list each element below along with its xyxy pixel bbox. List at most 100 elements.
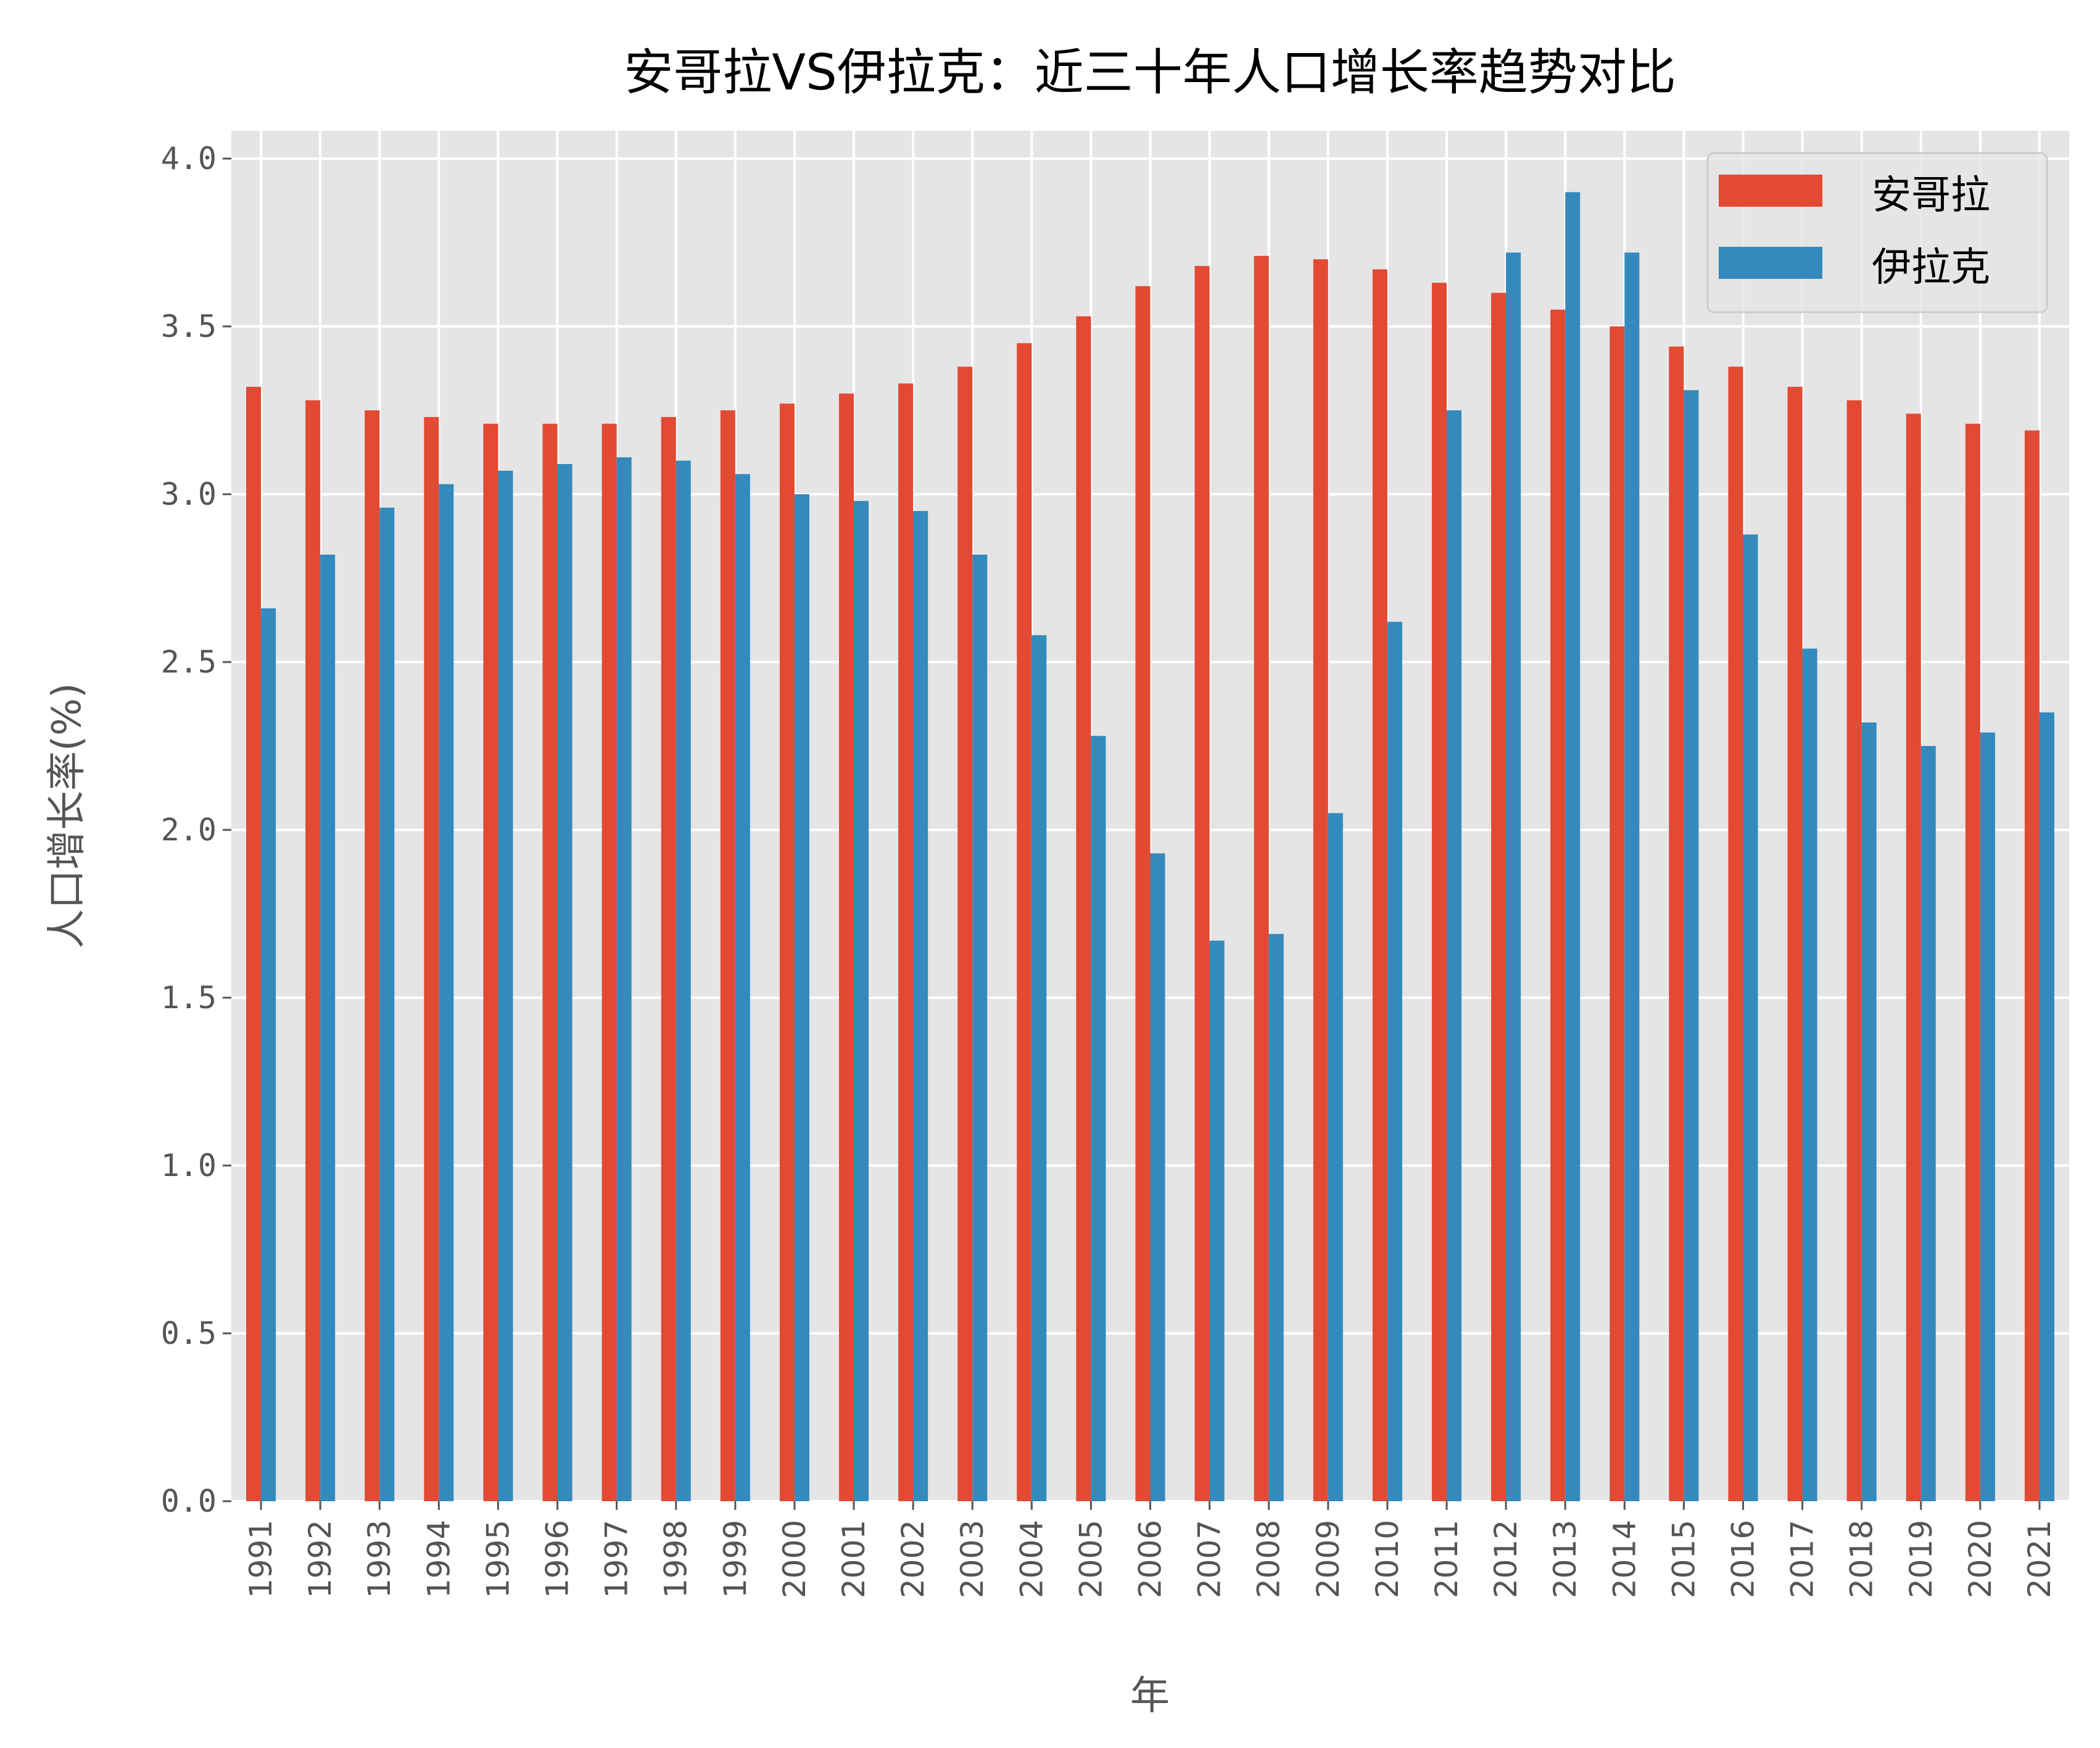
x-tick-label: 2003 [954,1520,990,1598]
bar-iraq-2012 [1506,252,1521,1501]
x-tick-label: 2006 [1133,1520,1168,1598]
x-tick-label: 2002 [895,1520,931,1598]
x-tick-label: 1994 [421,1520,457,1598]
x-tick-label: 1995 [480,1520,516,1598]
y-axis: 0.0 0.5 1.0 1.5 2.0 2.5 3.0 3.5 4.0 [161,141,231,1519]
bar-iraq-1993 [379,507,395,1501]
bar-angola-2011 [1431,283,1447,1501]
bar-iraq-1991 [261,608,276,1502]
y-tick-label: 0.5 [161,1315,217,1351]
bar-angola-1997 [601,423,617,1501]
bar-angola-1998 [661,416,676,1501]
x-tick-label: 2014 [1606,1520,1642,1598]
bar-angola-1991 [246,386,262,1502]
bar-angola-1999 [720,410,735,1501]
x-tick-label: 2019 [1903,1520,1939,1598]
bar-iraq-2009 [1328,813,1343,1501]
bar-angola-1996 [542,423,558,1501]
bar-angola-2014 [1610,326,1625,1501]
bar-angola-1995 [483,423,498,1501]
x-tick-label: 1993 [362,1520,397,1598]
legend-label-angola: 安哥拉 [1872,173,1990,218]
bar-angola-2015 [1669,346,1684,1501]
bar-angola-2021 [2024,430,2040,1501]
bar-iraq-2019 [1920,746,1936,1501]
x-tick-label: 2016 [1725,1520,1761,1598]
bar-iraq-2000 [794,494,809,1501]
bar-angola-1992 [305,400,321,1502]
x-tick-label: 2004 [1014,1520,1049,1598]
bar-angola-2004 [1017,343,1032,1502]
bar-angola-2013 [1550,309,1566,1501]
y-tick-label: 1.5 [161,980,217,1016]
bar-iraq-2015 [1684,390,1699,1501]
bar-iraq-1992 [320,554,336,1502]
x-tick-label: 1999 [717,1520,753,1598]
bar-iraq-2007 [1209,940,1225,1501]
bar-iraq-2017 [1802,648,1817,1501]
x-tick-label: 2021 [2022,1520,2057,1598]
bar-angola-2020 [1965,423,1980,1501]
x-tick-label: 2009 [1310,1520,1346,1598]
x-tick-label: 2011 [1429,1520,1465,1598]
legend-swatch-angola [1719,175,1822,207]
bar-angola-2009 [1313,259,1328,1502]
y-axis-label: 人口增长率(%) [44,683,90,949]
y-tick-label: 1.0 [161,1148,217,1183]
bar-iraq-2003 [972,554,988,1502]
x-tick-label: 2010 [1370,1520,1405,1598]
bar-iraq-2018 [1861,722,1877,1501]
x-tick-label: 2000 [777,1520,812,1598]
y-tick-label: 3.5 [161,309,217,344]
bar-iraq-2004 [1031,635,1047,1501]
bar-angola-1993 [365,410,380,1501]
bar-iraq-2016 [1743,534,1758,1501]
x-tick-label: 2017 [1785,1520,1821,1598]
y-tick-label: 4.0 [161,141,217,176]
x-tick-label: 1997 [599,1520,635,1598]
x-tick-label: 2020 [1962,1520,1998,1598]
bar-iraq-2010 [1387,621,1402,1501]
bar-angola-2016 [1728,367,1743,1501]
x-tick-label: 2008 [1251,1520,1287,1598]
x-axis-label: 年 [1130,1673,1170,1719]
bar-iraq-2001 [854,500,869,1501]
bar-iraq-2002 [913,511,928,1502]
x-tick-label: 1998 [658,1520,694,1598]
bar-iraq-1996 [557,464,573,1501]
x-tick-label: 2007 [1192,1520,1228,1598]
chart-title: 安哥拉VS伊拉克：近三十年人口增长率趋势对比 [624,44,1676,101]
legend-swatch-iraq [1719,247,1822,279]
bar-iraq-2020 [1980,732,1995,1501]
bar-angola-2005 [1076,316,1091,1502]
bar-angola-2000 [779,404,795,1501]
bar-angola-2019 [1906,413,1921,1502]
bar-iraq-1995 [498,470,513,1502]
bars [246,192,2054,1502]
bar-angola-2010 [1372,269,1387,1501]
x-tick-label: 1991 [243,1520,279,1598]
bar-iraq-1998 [676,460,691,1501]
y-tick-label: 3.0 [161,476,217,512]
bar-iraq-1997 [616,457,632,1502]
x-tick-label: 2001 [836,1520,872,1598]
x-tick-label: 2018 [1844,1520,1880,1598]
x-tick-label: 1992 [302,1520,338,1598]
x-tick-label: 2005 [1073,1520,1109,1598]
bar-angola-2002 [898,383,914,1501]
y-tick-label: 2.5 [161,644,217,680]
y-tick-label: 2.0 [161,812,217,848]
x-tick-label: 2013 [1547,1520,1583,1598]
bar-angola-2017 [1787,386,1803,1502]
bar-iraq-2005 [1091,735,1106,1501]
bar-angola-2003 [957,367,973,1501]
bar-iraq-1999 [735,474,750,1501]
bar-angola-2001 [838,393,854,1501]
legend: 安哥拉 伊拉克 [1706,152,2048,313]
bar-iraq-2013 [1565,192,1581,1502]
bar-angola-2006 [1135,286,1151,1502]
bar-iraq-2014 [1624,252,1640,1501]
y-tick-label: 0.0 [161,1483,217,1519]
x-tick-label: 1996 [540,1520,576,1598]
